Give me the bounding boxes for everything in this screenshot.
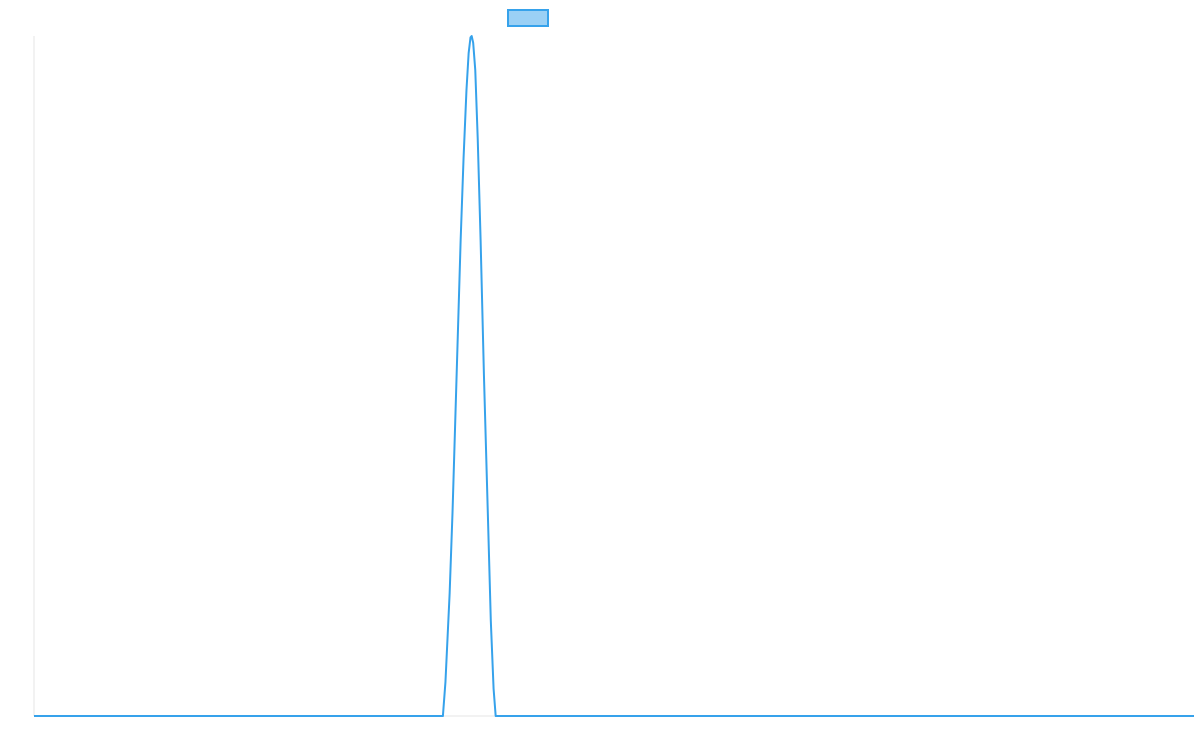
series-layer	[34, 35, 1194, 717]
axes-layer	[33, 36, 1194, 717]
legend[interactable]	[507, 9, 549, 27]
legend-swatch-0[interactable]	[507, 9, 549, 27]
series-line-0	[34, 35, 1194, 717]
